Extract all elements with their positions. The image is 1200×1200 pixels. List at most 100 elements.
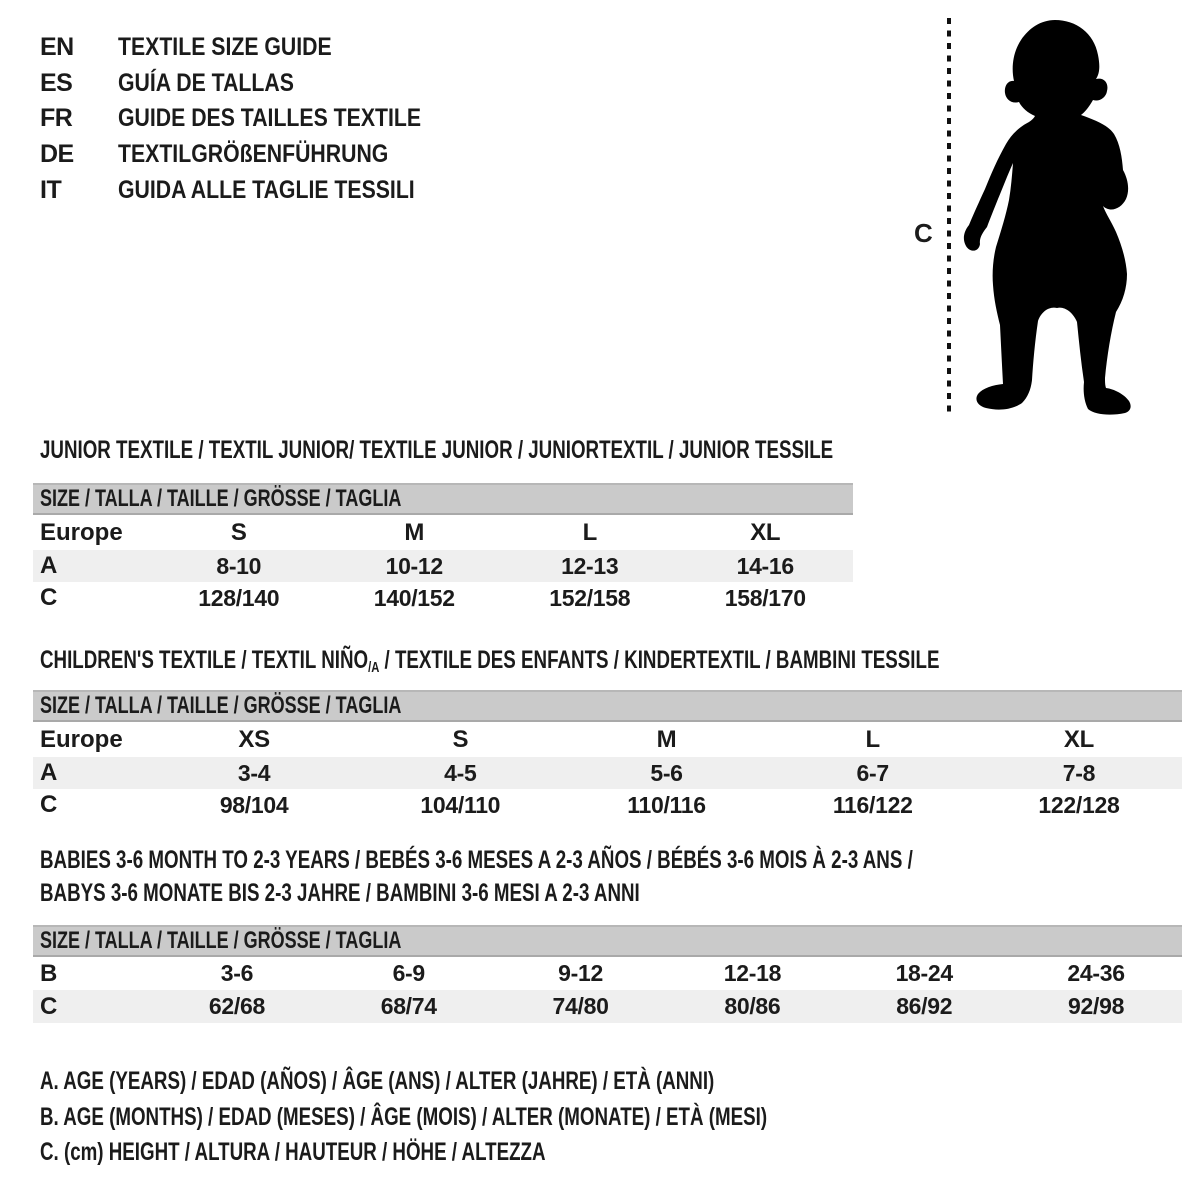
children-heading-subscript: /A (368, 659, 380, 676)
language-row-it: IT GUIDA ALLE TAGLIE TESSILI (40, 172, 475, 208)
age-months-cell: 24-36 (1067, 960, 1125, 986)
height-row-label: C (40, 791, 58, 818)
height-cell: 158/170 (724, 584, 806, 611)
age-cell: 4-5 (444, 759, 477, 786)
age-months-row-label: B (40, 959, 58, 987)
babies-size-table: SIZE / TALLA / TAILLE / GRÖSSE / TAGLIA … (33, 925, 1182, 1023)
region-label: Europe (40, 518, 123, 546)
language-code: ES (40, 68, 73, 97)
language-title: GUIDA ALLE TAGLIE TESSILI (118, 175, 415, 204)
column-header: L (582, 518, 598, 546)
language-list: EN TEXTILE SIZE GUIDE ES GUÍA DE TALLAS … (40, 30, 475, 208)
legend-line-a-wrap: A. AGE (YEARS) / EDAD (AÑOS) / ÂGE (ANS)… (40, 1064, 1009, 1100)
language-title: GUIDE DES TAILLES TEXTILE (118, 104, 422, 133)
junior-heading-text: JUNIOR TEXTILE / TEXTIL JUNIOR/ TEXTILE … (40, 436, 834, 464)
language-code: FR (40, 104, 73, 133)
column-header: XS (238, 725, 270, 753)
age-row: A 8-10 10-12 12-13 14-16 (33, 550, 853, 582)
language-code: DE (40, 140, 74, 169)
region-label: Europe (40, 725, 123, 753)
legend-line-c: C. (cm) HEIGHT / ALTURA / HAUTEUR / HÖHE… (40, 1138, 546, 1166)
height-cell: 86/92 (896, 993, 953, 1019)
age-cell: 12-13 (561, 552, 619, 579)
height-cell: 68/74 (380, 993, 437, 1019)
size-header-bar: SIZE / TALLA / TAILLE / GRÖSSE / TAGLIA (33, 483, 853, 515)
children-section-heading: CHILDREN'S TEXTILE / TEXTIL NIÑO/A / TEX… (40, 646, 1200, 676)
junior-size-table: SIZE / TALLA / TAILLE / GRÖSSE / TAGLIA … (33, 483, 853, 614)
age-row-label: A (40, 552, 58, 579)
age-cell: 10-12 (385, 552, 444, 579)
legend: A. AGE (YEARS) / EDAD (AÑOS) / ÂGE (ANS)… (40, 1064, 1009, 1171)
height-cell: 152/158 (549, 584, 631, 611)
height-measure-label: C (914, 218, 933, 248)
language-title: TEXTILGRÖßENFÜHRUNG (118, 140, 389, 169)
height-row: C 98/104 104/110 110/116 116/122 122/128 (33, 789, 1182, 821)
size-header-bar: SIZE / TALLA / TAILLE / GRÖSSE / TAGLIA (33, 690, 1182, 722)
children-heading-rest: / TEXTILE DES ENFANTS / KINDERTEXTIL / B… (379, 646, 940, 674)
age-cell: 8-10 (216, 552, 262, 579)
height-cell: 116/122 (832, 791, 913, 818)
height-cell: 98/104 (219, 791, 289, 818)
language-title: TEXTILE SIZE GUIDE (118, 33, 332, 62)
language-title: GUÍA DE TALLAS (118, 68, 294, 97)
age-months-row: B 3-6 6-9 9-12 12-18 18-24 24-36 (33, 957, 1182, 990)
children-size-table: SIZE / TALLA / TAILLE / GRÖSSE / TAGLIA … (33, 690, 1182, 821)
babies-heading-line1-wrap: BABIES 3-6 MONTH TO 2-3 YEARS / BEBÉS 3-… (40, 844, 1200, 877)
language-code: EN (40, 33, 74, 62)
children-heading-main: CHILDREN'S TEXTILE / TEXTIL NIÑO (40, 646, 369, 674)
height-cell: 74/80 (552, 993, 609, 1019)
legend-line-c-wrap: C. (cm) HEIGHT / ALTURA / HAUTEUR / HÖHE… (40, 1135, 1009, 1171)
height-cell: 122/128 (1038, 791, 1120, 818)
height-row-label: C (40, 992, 58, 1020)
toddler-silhouette-icon (963, 20, 1131, 415)
age-row-label: A (40, 759, 58, 786)
age-months-cell: 18-24 (895, 960, 954, 986)
size-header-bar: SIZE / TALLA / TAILLE / GRÖSSE / TAGLIA (33, 925, 1182, 957)
junior-section-heading: JUNIOR TEXTILE / TEXTIL JUNIOR/ TEXTILE … (40, 436, 1098, 465)
height-row: C 128/140 140/152 152/158 158/170 (33, 582, 853, 614)
height-cell: 110/116 (627, 791, 706, 818)
language-row-de: DE TEXTILGRÖßENFÜHRUNG (40, 137, 475, 173)
legend-line-a: A. AGE (YEARS) / EDAD (AÑOS) / ÂGE (ANS)… (40, 1067, 715, 1095)
region-row: Europe XS S M L XL (33, 722, 1182, 757)
height-cell: 128/140 (198, 584, 280, 611)
babies-heading-line2-wrap: BABYS 3-6 MONATE BIS 2-3 JAHRE / BAMBINI… (40, 877, 1200, 910)
age-cell: 14-16 (736, 552, 795, 579)
column-header: S (230, 518, 247, 546)
babies-heading-line2: BABYS 3-6 MONATE BIS 2-3 JAHRE / BAMBINI… (40, 879, 640, 907)
age-months-cell: 9-12 (558, 960, 603, 986)
size-header-label: SIZE / TALLA / TAILLE / GRÖSSE / TAGLIA (40, 692, 402, 719)
column-header: M (656, 725, 677, 753)
size-header-label: SIZE / TALLA / TAILLE / GRÖSSE / TAGLIA (40, 485, 402, 512)
age-cell: 5-6 (650, 759, 683, 786)
legend-line-b-wrap: B. AGE (MONTHS) / EDAD (MESES) / ÂGE (MO… (40, 1100, 1009, 1136)
age-cell: 7-8 (1062, 759, 1096, 786)
column-header: S (452, 725, 469, 753)
column-header: XL (750, 518, 781, 546)
language-row-es: ES GUÍA DE TALLAS (40, 66, 475, 102)
age-months-cell: 12-18 (723, 960, 782, 986)
height-cell: 140/152 (373, 584, 455, 611)
age-months-cell: 3-6 (220, 960, 254, 986)
size-header-label: SIZE / TALLA / TAILLE / GRÖSSE / TAGLIA (40, 927, 402, 954)
column-header: M (404, 518, 425, 546)
legend-line-b: B. AGE (MONTHS) / EDAD (MESES) / ÂGE (MO… (40, 1102, 768, 1131)
measurement-figure: C (890, 16, 1190, 420)
language-row-en: EN TEXTILE SIZE GUIDE (40, 30, 475, 66)
height-row: C 62/68 68/74 74/80 80/86 86/92 92/98 (33, 990, 1182, 1023)
age-cell: 6-7 (856, 759, 890, 786)
region-row: Europe S M L XL (33, 515, 853, 550)
height-measure-line (947, 18, 951, 416)
language-row-fr: FR GUIDE DES TAILLES TEXTILE (40, 101, 475, 137)
babies-section-heading: BABIES 3-6 MONTH TO 2-3 YEARS / BEBÉS 3-… (40, 844, 1200, 910)
age-row: A 3-4 4-5 5-6 6-7 7-8 (33, 757, 1182, 789)
children-heading-text: CHILDREN'S TEXTILE / TEXTIL NIÑO/A / TEX… (40, 646, 939, 676)
height-cell: 92/98 (1068, 993, 1125, 1019)
age-months-cell: 6-9 (392, 960, 426, 986)
age-cell: 3-4 (237, 759, 271, 786)
column-header: XL (1063, 725, 1094, 753)
height-cell: 62/68 (208, 993, 265, 1019)
height-cell: 80/86 (724, 993, 781, 1019)
height-cell: 104/110 (420, 791, 501, 818)
